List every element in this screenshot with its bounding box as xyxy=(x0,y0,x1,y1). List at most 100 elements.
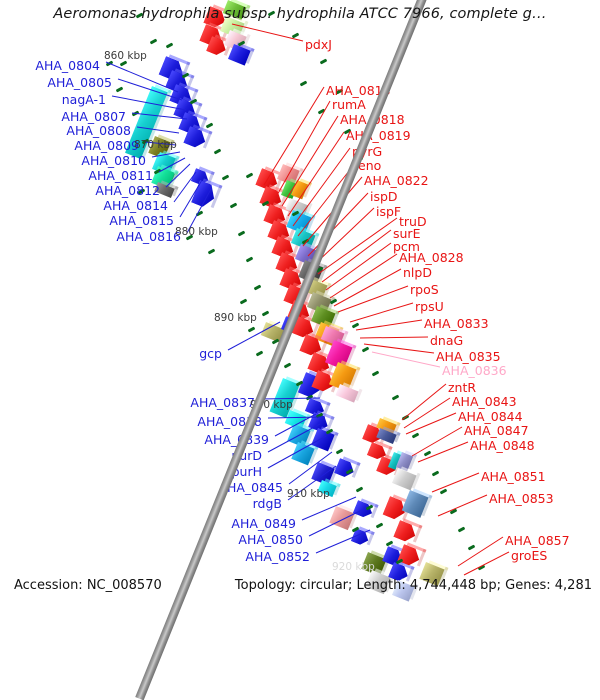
gene-label-rdgb[interactable]: rdgB xyxy=(252,496,282,511)
gene-label-aha-0845[interactable]: AHA_0845 xyxy=(218,480,283,495)
gene-label-aha-0839[interactable]: AHA_0839 xyxy=(204,432,269,447)
leader-line-reverse xyxy=(287,131,345,217)
leader-line-forward xyxy=(158,157,186,173)
gene-label-aha-0809[interactable]: AHA_0809 xyxy=(74,138,139,153)
gene-label-aha-0850[interactable]: AHA_0850 xyxy=(238,532,303,547)
gene-label-aha-0852[interactable]: AHA_0852 xyxy=(245,549,310,564)
leader-line-forward xyxy=(287,465,337,501)
gene-label-aha-0833[interactable]: AHA_0833 xyxy=(424,316,489,331)
leader-line-forward xyxy=(165,163,191,188)
gene-label-aha-0828[interactable]: AHA_0828 xyxy=(399,250,464,265)
gene-label-aha-0847[interactable]: AHA_0847 xyxy=(464,423,529,438)
gene-label-aha-0848[interactable]: AHA_0848 xyxy=(470,438,535,453)
accession-text: Accession: NC_008570 xyxy=(14,578,162,593)
gene-label-ispd[interactable]: ispD xyxy=(370,189,398,204)
leader-line-forward xyxy=(151,151,181,158)
gene-label-aha-0813[interactable]: AHA_0813 xyxy=(326,83,391,98)
leader-line-forward xyxy=(186,188,212,234)
leader-line-reverse xyxy=(457,536,504,567)
gene-label-aha-0812[interactable]: AHA_0812 xyxy=(95,183,160,198)
page-title: Aeromonas hydrophila subsp. hydrophila A… xyxy=(53,6,547,22)
gene-label-rpos[interactable]: rpoS xyxy=(410,282,439,297)
gene-label-aha-0805[interactable]: AHA_0805 xyxy=(47,75,112,90)
gene-label-aha-0808[interactable]: AHA_0808 xyxy=(66,123,131,138)
sequence-summary-text: Topology: circular; Length: 4,744,448 bp… xyxy=(234,578,592,593)
leader-line-reverse xyxy=(317,217,398,275)
status-bar: Accession: NC_008570 Topology: circular;… xyxy=(0,574,600,600)
gene-label-rpsu[interactable]: rpsU xyxy=(415,299,444,314)
gene-label-aha-0853[interactable]: AHA_0853 xyxy=(489,491,554,506)
leader-line-forward xyxy=(105,61,179,93)
ruler-label-910-kbp: 910 kbp xyxy=(287,488,330,500)
gene-label-aha-0837[interactable]: AHA_0837 xyxy=(190,395,255,410)
leader-line-reverse xyxy=(363,343,435,354)
leader-line-reverse xyxy=(263,86,325,186)
leader-line-forward xyxy=(267,416,326,419)
leader-line-forward xyxy=(267,435,327,469)
gene-label-zntr[interactable]: zntR xyxy=(448,380,477,395)
leader-line-forward xyxy=(301,496,357,521)
leader-line-reverse xyxy=(437,494,488,517)
gene-label-nlpd[interactable]: nlpD xyxy=(403,265,432,280)
gene-label-purh[interactable]: purH xyxy=(231,464,262,479)
gene-labels[interactable]: AHA_0804 AHA_0805 nagA-1 AHA_0807 AHA_0808 AH… xyxy=(0,0,600,600)
leader-line-forward xyxy=(315,529,371,554)
gene-label-groes[interactable]: groES xyxy=(511,548,548,563)
ruler-label-860-kbp: 860 kbp xyxy=(104,50,147,62)
leader-line-forward xyxy=(173,171,197,203)
leader-line-reverse xyxy=(312,207,375,267)
leader-line-forward xyxy=(308,509,363,537)
leader-line-reverse xyxy=(349,302,414,323)
leader-line-forward xyxy=(260,397,321,400)
gene-label-naga-1[interactable]: nagA-1 xyxy=(61,92,106,107)
leader-line-reverse xyxy=(371,351,441,368)
leader-line-reverse xyxy=(281,115,339,207)
gene-label-aha-0816[interactable]: AHA_0816 xyxy=(116,229,181,244)
gene-label-aha-0822[interactable]: AHA_0822 xyxy=(364,173,429,188)
gene-label-gcp[interactable]: gcp xyxy=(199,346,222,361)
leader-line-reverse xyxy=(355,319,423,331)
leader-line-reverse xyxy=(275,100,331,198)
gene-label-aha-0804[interactable]: AHA_0804 xyxy=(35,58,100,73)
ruler-label-870-kbp: 870 kbp xyxy=(134,139,177,151)
ruler-label-890-kbp: 890 kbp xyxy=(214,312,257,324)
gene-label-dnag[interactable]: dnaG xyxy=(430,333,464,348)
gene-label-pdxj[interactable]: pdxJ xyxy=(305,37,332,52)
leader-line-reverse xyxy=(333,268,402,307)
gene-label-aha-0857[interactable]: AHA_0857 xyxy=(505,533,570,548)
leader-line-reverse xyxy=(463,551,510,576)
gene-label-aha-0835[interactable]: AHA_0835 xyxy=(436,349,501,364)
gene-label-aha-0849[interactable]: AHA_0849 xyxy=(231,516,296,531)
gene-label-pcm[interactable]: pcm xyxy=(393,239,420,254)
leader-line-forward xyxy=(179,179,203,218)
gene-label-ispf[interactable]: ispF xyxy=(376,204,402,219)
ruler-label-880-kbp: 880 kbp xyxy=(175,226,218,238)
leader-line-reverse xyxy=(403,397,451,429)
leader-line-reverse xyxy=(321,229,392,283)
leader-line-forward xyxy=(274,413,317,437)
gene-label-eno[interactable]: eno xyxy=(358,158,382,173)
gene-label-aha-0844[interactable]: AHA_0844 xyxy=(458,409,523,424)
gene-label-aha-0811[interactable]: AHA_0811 xyxy=(88,168,153,183)
gene-label-aha-0851[interactable]: AHA_0851 xyxy=(481,469,546,484)
leader-line-forward xyxy=(288,451,333,485)
gene-label-ruma[interactable]: rumA xyxy=(332,97,366,112)
leader-line-reverse xyxy=(417,441,469,463)
gene-label-sure[interactable]: surE xyxy=(393,226,421,241)
leader-line-reverse xyxy=(325,242,392,291)
leader-line-forward xyxy=(111,95,187,111)
ruler-label-920-kbp: 920 kbp xyxy=(332,561,375,573)
leader-line-reverse xyxy=(411,426,463,457)
leader-line-reverse xyxy=(292,147,351,227)
leader-line-reverse xyxy=(337,285,409,313)
gene-label-aha-0843[interactable]: AHA_0843 xyxy=(452,394,517,409)
leader-line-forward xyxy=(267,423,321,453)
gene-label-trud[interactable]: truD xyxy=(399,214,427,229)
gene-label-aha-0807[interactable]: AHA_0807 xyxy=(61,109,126,124)
gene-label-aha-0814[interactable]: AHA_0814 xyxy=(103,198,168,213)
gene-label-aha-0836[interactable]: AHA_0836 xyxy=(442,363,507,378)
gene-label-aha-0810[interactable]: AHA_0810 xyxy=(81,153,146,168)
gene-label-aha-0815[interactable]: AHA_0815 xyxy=(109,213,174,228)
leader-line-forward xyxy=(144,141,177,146)
